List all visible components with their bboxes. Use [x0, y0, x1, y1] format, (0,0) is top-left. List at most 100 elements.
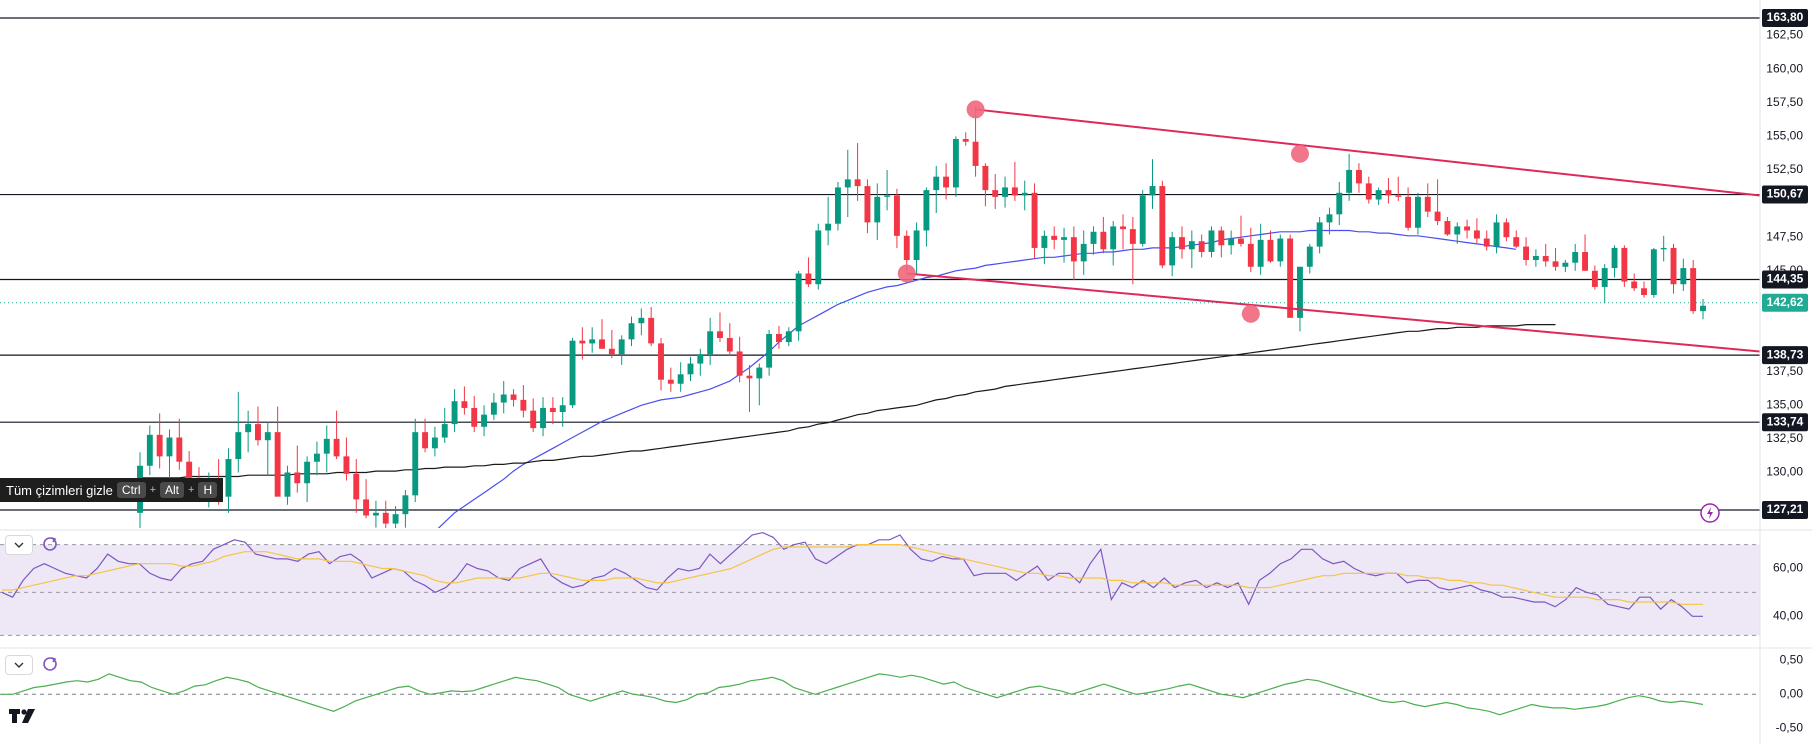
candle-body[interactable]	[608, 348, 615, 355]
candle-body[interactable]	[579, 340, 586, 344]
candle-body[interactable]	[1591, 270, 1598, 287]
candle-body[interactable]	[746, 375, 753, 379]
candle-body[interactable]	[952, 139, 959, 188]
candle-body[interactable]	[510, 394, 517, 400]
candle-body[interactable]	[274, 432, 281, 497]
candle-body[interactable]	[1149, 186, 1156, 196]
candle-body[interactable]	[913, 230, 920, 261]
candle-body[interactable]	[1277, 238, 1284, 262]
candle-body[interactable]	[1523, 246, 1530, 261]
candle-body[interactable]	[1002, 187, 1009, 197]
candle-body[interactable]	[540, 407, 546, 429]
candle-body[interactable]	[186, 461, 193, 478]
candle-body[interactable]	[500, 394, 507, 403]
candle-body[interactable]	[815, 230, 822, 285]
candle-body[interactable]	[1247, 243, 1254, 267]
candle-body[interactable]	[1552, 261, 1559, 267]
candle-body[interactable]	[1690, 268, 1697, 312]
candle-body[interactable]	[599, 339, 605, 349]
candle-body[interactable]	[589, 339, 596, 344]
candle-body[interactable]	[304, 461, 311, 484]
candle-body[interactable]	[1179, 237, 1185, 250]
candle-body[interactable]	[795, 273, 802, 332]
candle-body[interactable]	[1198, 241, 1205, 252]
candle-body[interactable]	[451, 401, 458, 425]
candle-body[interactable]	[677, 374, 684, 384]
candle-body[interactable]	[707, 331, 714, 355]
candle-body[interactable]	[1375, 190, 1382, 200]
candle-body[interactable]	[726, 338, 733, 352]
candle-body[interactable]	[225, 459, 232, 497]
candle-body[interactable]	[284, 472, 291, 497]
candle-body[interactable]	[343, 456, 350, 474]
candle-body[interactable]	[1238, 238, 1244, 244]
candle-body[interactable]	[1061, 237, 1067, 240]
candle-body[interactable]	[756, 367, 763, 379]
candle-body[interactable]	[1562, 262, 1569, 267]
candle-body[interactable]	[1650, 249, 1657, 295]
candle-body[interactable]	[697, 354, 704, 364]
candle-body[interactable]	[1070, 237, 1077, 262]
candle-body[interactable]	[235, 432, 242, 460]
candle-body[interactable]	[1336, 192, 1343, 215]
candle-body[interactable]	[1139, 195, 1146, 244]
candle-body[interactable]	[1208, 230, 1215, 252]
candle-body[interactable]	[1660, 247, 1667, 250]
candle-body[interactable]	[1159, 186, 1166, 266]
candle-body[interactable]	[1355, 169, 1362, 184]
refresh-icon[interactable]	[42, 536, 58, 552]
candle-body[interactable]	[1503, 222, 1510, 238]
candle-body[interactable]	[363, 499, 370, 516]
candle-body[interactable]	[884, 195, 891, 197]
hide-drawings-hint[interactable]: Tüm çizimleri gizle Ctrl + Alt + H	[0, 478, 224, 502]
candle-body[interactable]	[1051, 235, 1058, 240]
candle-body[interactable]	[1434, 211, 1441, 222]
candle-body[interactable]	[1601, 268, 1608, 287]
candle-body[interactable]	[1228, 238, 1235, 246]
candle-body[interactable]	[1631, 281, 1638, 289]
candle-body[interactable]	[1611, 247, 1618, 269]
candle-body[interactable]	[638, 317, 645, 324]
candle-body[interactable]	[648, 317, 655, 344]
candle-body[interactable]	[245, 424, 252, 433]
candle-body[interactable]	[658, 343, 664, 380]
candle-body[interactable]	[333, 438, 340, 457]
candle-body[interactable]	[717, 331, 723, 339]
candle-body[interactable]	[1670, 247, 1677, 285]
candle-body[interactable]	[1542, 255, 1549, 262]
candle-body[interactable]	[923, 190, 930, 231]
candle-body[interactable]	[766, 333, 773, 368]
candle-body[interactable]	[1080, 243, 1087, 262]
candle-body[interactable]	[1011, 187, 1018, 196]
candle-body[interactable]	[530, 410, 537, 429]
pivot-marker[interactable]	[966, 100, 985, 119]
pivot-marker[interactable]	[1290, 144, 1309, 163]
candle-body[interactable]	[805, 273, 812, 285]
candle-body[interactable]	[1100, 231, 1107, 250]
candle-body[interactable]	[431, 437, 438, 449]
candle-body[interactable]	[1700, 305, 1706, 312]
candle-body[interactable]	[1405, 196, 1412, 228]
candle-body[interactable]	[156, 434, 163, 457]
candle-body[interactable]	[1444, 221, 1451, 235]
candle-body[interactable]	[1621, 247, 1628, 282]
candle-body[interactable]	[1267, 239, 1274, 262]
pivot-marker[interactable]	[897, 264, 916, 283]
candle-body[interactable]	[785, 331, 792, 343]
candle-body[interactable]	[1297, 266, 1303, 318]
candle-body[interactable]	[569, 340, 576, 406]
candle-body[interactable]	[834, 187, 841, 224]
candle-body[interactable]	[1129, 229, 1136, 244]
candle-body[interactable]	[294, 472, 301, 484]
candle-body[interactable]	[618, 339, 625, 355]
candle-body[interactable]	[1346, 169, 1353, 193]
candle-body[interactable]	[874, 196, 881, 223]
trend-line[interactable]	[906, 272, 1760, 353]
candle-body[interactable]	[1641, 288, 1647, 295]
candle-body[interactable]	[943, 176, 950, 188]
candle-body[interactable]	[1483, 238, 1490, 247]
candle-body[interactable]	[520, 399, 527, 411]
candle-body[interactable]	[1316, 222, 1323, 247]
